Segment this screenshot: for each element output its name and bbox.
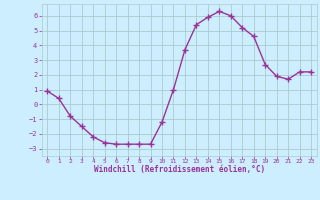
X-axis label: Windchill (Refroidissement éolien,°C): Windchill (Refroidissement éolien,°C) <box>94 165 265 174</box>
